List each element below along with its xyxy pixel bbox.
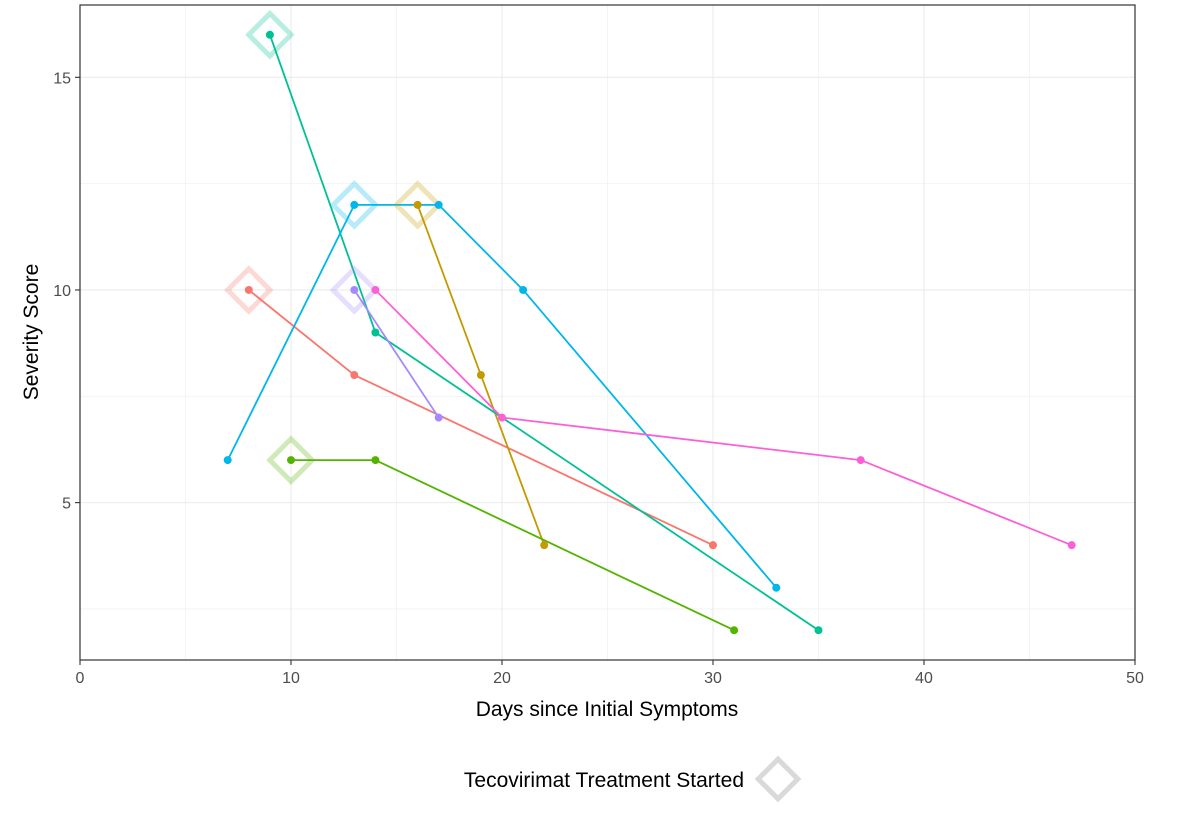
y-axis-ticks: 5 10 15 [53,70,80,513]
data-point-7 [1067,541,1076,550]
data-point-6 [434,413,443,422]
treatment-start-marker-1 [224,265,274,315]
y-axis-title: Severity Score [20,264,43,401]
series-points [223,30,1076,635]
data-point-2 [413,200,422,209]
series-line-7 [374,289,1073,546]
data-point-5 [519,285,528,294]
x-tick-label: 40 [915,670,933,687]
x-tick-label: 10 [282,670,300,687]
data-point-4 [371,328,380,337]
series-line-6 [353,289,440,419]
grid-minor [80,5,1135,660]
x-axis-title: Days since Initial Symptoms [476,698,739,721]
panel-border [79,4,1136,661]
data-point-7 [498,413,506,422]
data-point-4 [814,626,823,635]
data-point-5 [434,200,443,209]
treatment-markers [224,10,443,485]
data-point-1 [709,541,717,550]
legend: Tecovirimat Treatment Started [464,755,802,803]
treatment-start-marker-4 [245,10,295,60]
treatment-start-marker-2 [392,180,443,230]
data-point-7 [371,285,380,294]
y-tick-label: 15 [53,70,71,87]
data-point-5 [223,456,232,465]
treatment-start-marker-5 [329,180,380,230]
x-tick-label: 20 [493,670,511,687]
data-point-2 [476,371,485,380]
legend-diamond-icon [754,755,802,803]
data-point-2 [540,541,549,550]
data-point-5 [350,200,359,209]
data-point-7 [856,456,865,465]
data-point-1 [244,285,253,294]
data-point-1 [350,371,359,380]
data-point-3 [730,626,739,635]
x-tick-label: 30 [704,670,722,687]
data-point-3 [287,456,295,465]
x-axis-ticks: 0 10 20 30 40 50 [76,660,1144,687]
y-tick-label: 5 [62,496,71,513]
x-tick-label: 0 [76,670,85,687]
data-point-3 [371,456,380,465]
data-point-4 [265,30,274,39]
y-tick-label: 10 [53,283,71,300]
treatment-start-marker-3 [266,435,316,485]
x-tick-label: 50 [1126,670,1144,687]
legend-label: Tecovirimat Treatment Started [464,769,744,792]
treatment-start-marker-6 [329,265,380,315]
data-point-6 [350,285,359,294]
data-point-5 [772,583,781,592]
